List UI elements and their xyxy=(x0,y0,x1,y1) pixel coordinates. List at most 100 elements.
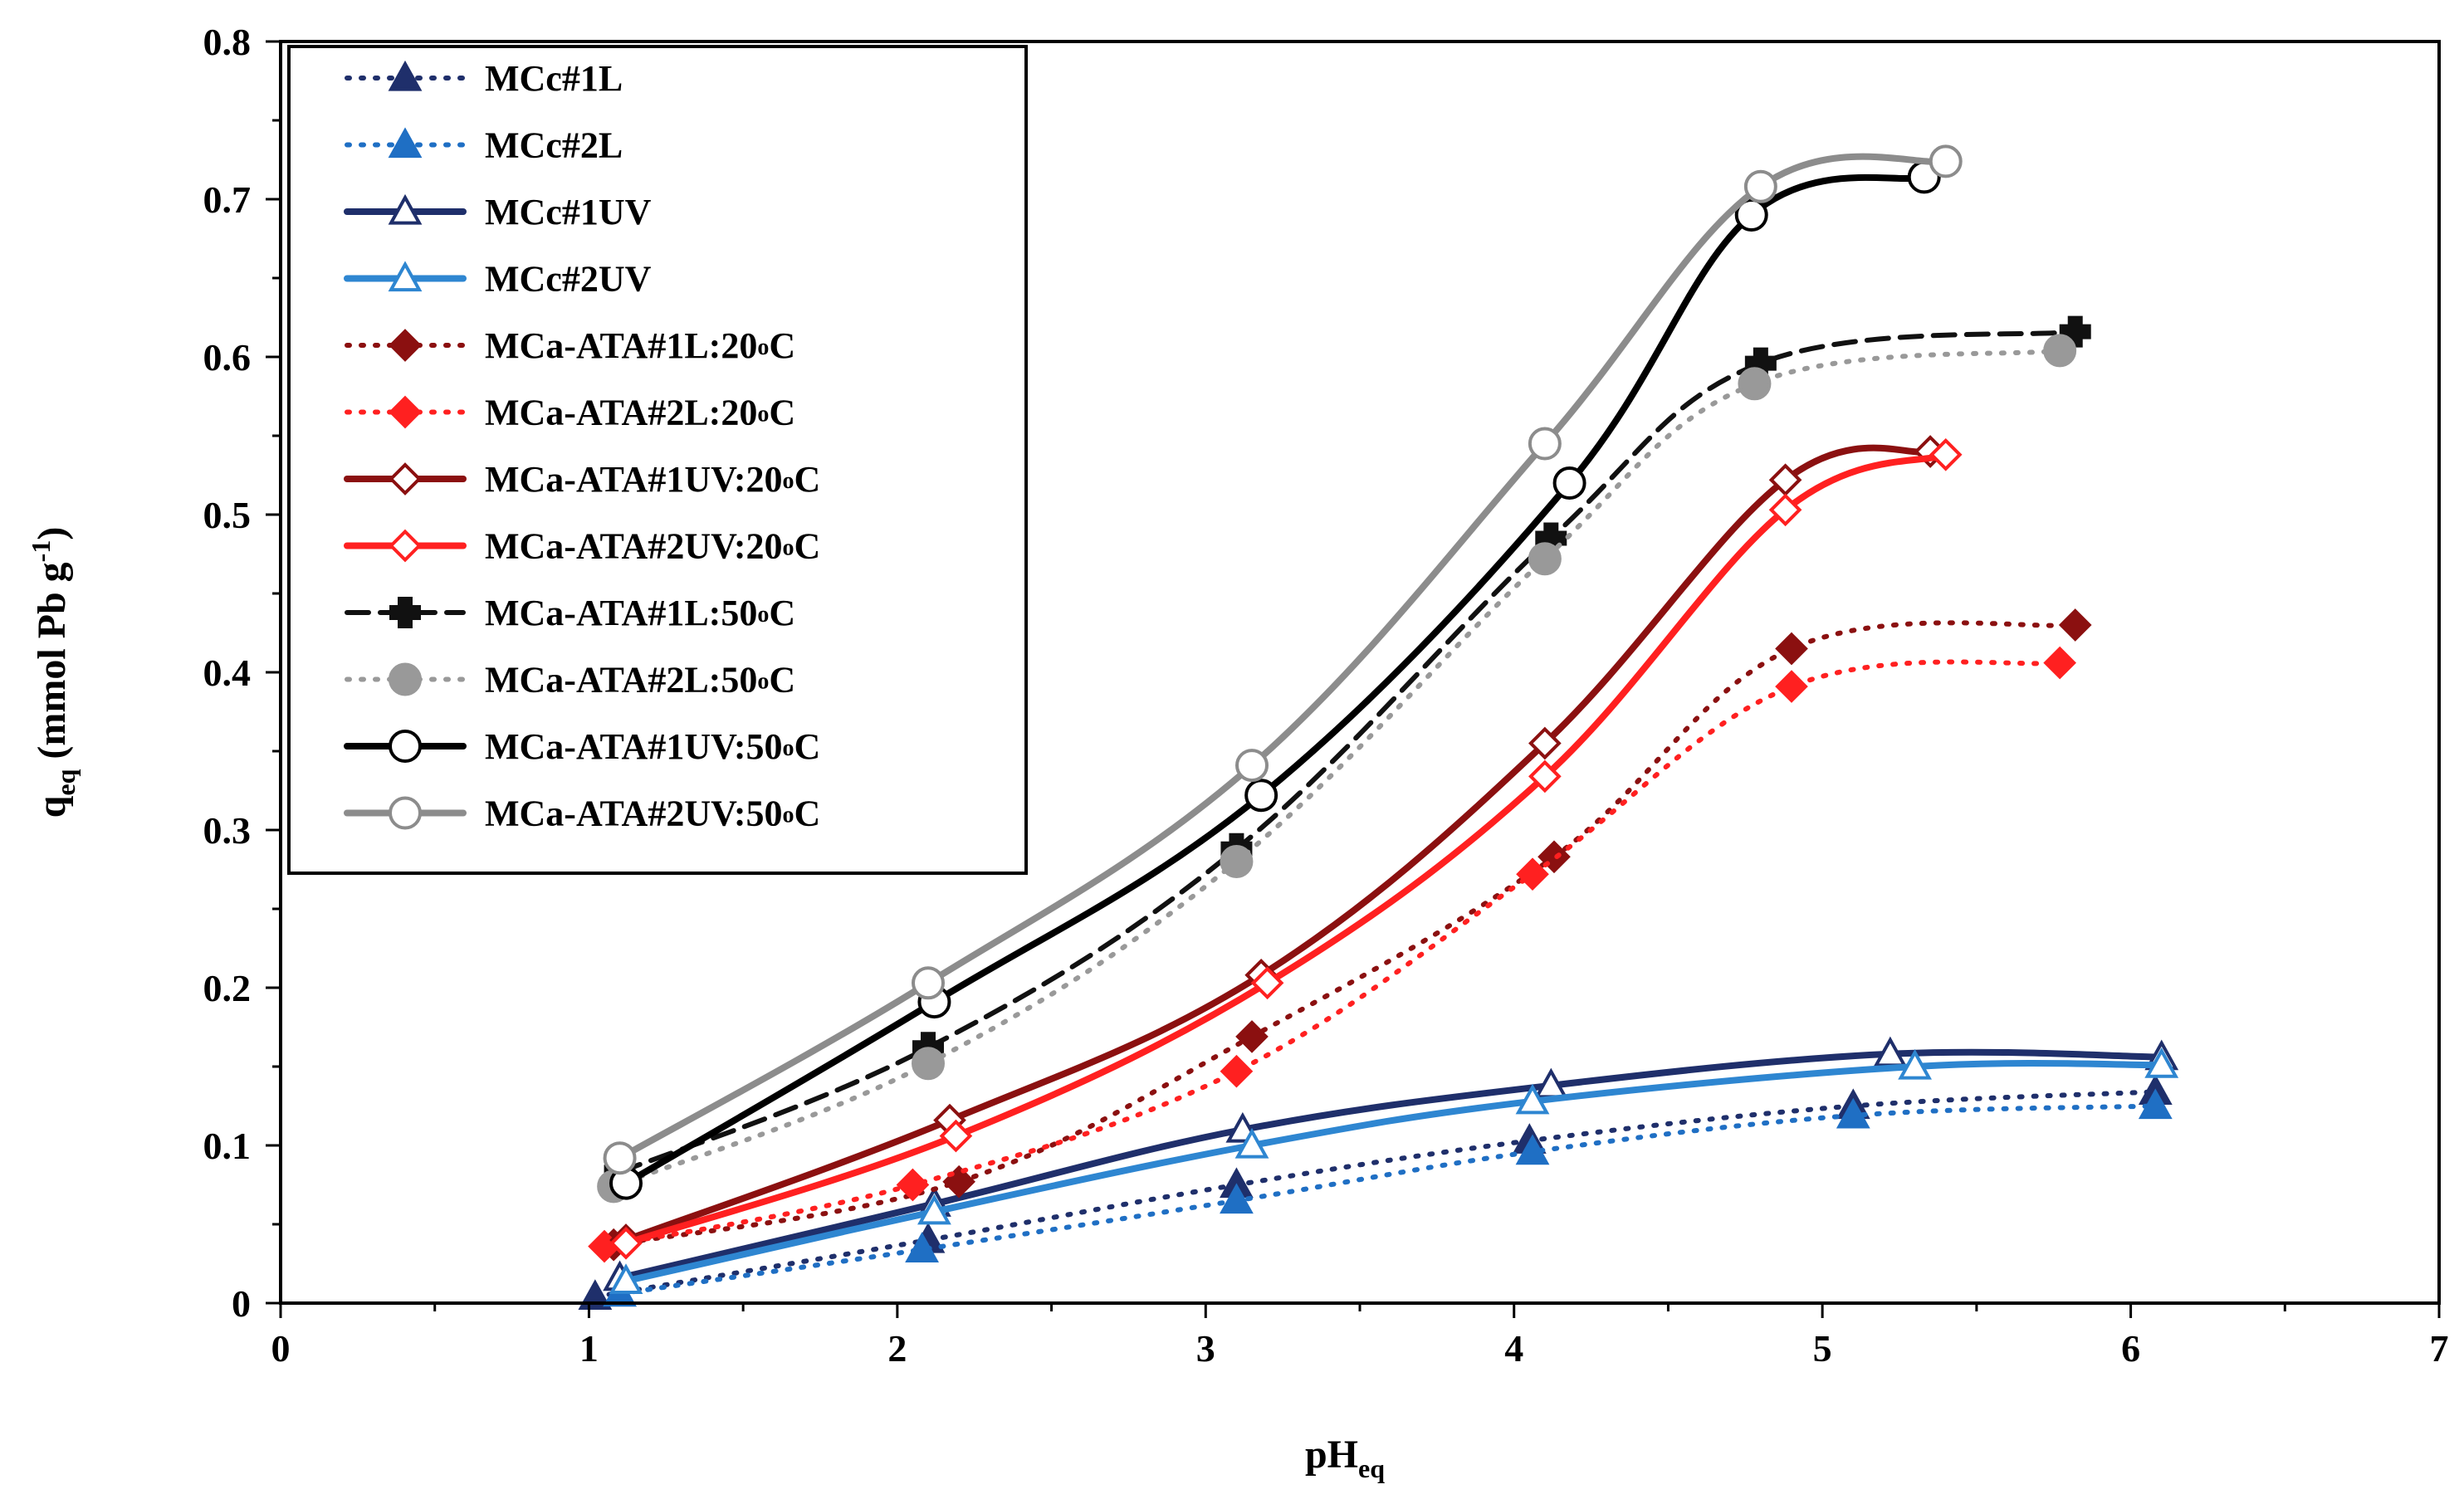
axis-layer: 0 1 2 3 4 5 6 7 0 0.1 0.2 0.3 0.4 0.5 0.6 0.7 0.8 xyxy=(203,21,2449,1370)
legend-label: MCc#1UV xyxy=(485,192,652,232)
legend-item: MCa-ATA#1L:20oC xyxy=(345,325,795,366)
data-point xyxy=(1234,1127,1269,1159)
legend-item: MCa-ATA#1UV:50oC xyxy=(344,726,820,767)
legend-label: MCa-ATA#2L:50oC xyxy=(485,660,795,701)
data-point xyxy=(1768,493,1802,527)
data-point xyxy=(1738,367,1772,401)
data-point xyxy=(1775,670,1808,703)
data-point xyxy=(2043,334,2077,368)
data-point xyxy=(609,1226,643,1260)
series-line xyxy=(611,620,2078,1248)
series-line xyxy=(611,348,2063,1189)
x-tick-label: 1 xyxy=(579,1327,599,1370)
legend-item: MCc#1L xyxy=(345,58,623,99)
legend-label: MCa-ATA#2L:20oC xyxy=(485,393,795,433)
legend-label: MCa-ATA#2UV:20oC xyxy=(485,526,820,567)
data-point xyxy=(1929,144,1963,178)
data-point xyxy=(905,1232,939,1262)
data-point xyxy=(1250,966,1284,1000)
data-point xyxy=(2138,1088,2173,1120)
data-point xyxy=(1775,632,1808,666)
legend-item: MCa-ATA#2L:50oC xyxy=(345,660,795,701)
series-line xyxy=(592,1089,2158,1300)
legend-label: MCa-ATA#2UV:50oC xyxy=(485,793,820,834)
legend-label: MCa-ATA#1L:20oC xyxy=(485,325,795,366)
x-tick-label: 3 xyxy=(1196,1327,1215,1370)
x-tick-label: 7 xyxy=(2430,1327,2449,1370)
data-point xyxy=(1235,1020,1269,1053)
x-tick-label: 0 xyxy=(271,1327,291,1370)
series-8 xyxy=(609,437,1963,1260)
x-tick-label: 2 xyxy=(887,1327,907,1370)
data-point xyxy=(1528,542,1562,576)
data-point xyxy=(1516,857,1549,891)
y-tick-label: 0.5 xyxy=(203,494,252,536)
y-tick-label: 0.7 xyxy=(203,178,252,221)
legend-marker xyxy=(388,127,423,159)
data-point xyxy=(1528,427,1562,461)
data-point xyxy=(603,1141,637,1175)
series-line xyxy=(617,329,2078,1175)
data-point xyxy=(2144,1047,2179,1078)
data-point xyxy=(1244,779,1278,813)
x-tick-label: 4 xyxy=(1504,1327,1523,1370)
legend: MCc#1L MCc#2L MCc#1UV MCc#2UV MCa-ATA#1L:20o… xyxy=(287,45,1028,875)
legend-label: MCa-ATA#1UV:50oC xyxy=(485,726,820,767)
y-tick-label: 0 xyxy=(232,1282,251,1325)
legend-label: MCa-ATA#1L:50oC xyxy=(485,593,795,633)
series-5 xyxy=(597,608,2092,1262)
legend-marker xyxy=(389,730,422,763)
y-tick-label: 0.8 xyxy=(203,21,252,63)
data-point xyxy=(1552,466,1586,500)
legend-label: MCc#1L xyxy=(485,58,623,99)
data-point xyxy=(1220,1183,1254,1214)
data-point xyxy=(2058,608,2092,642)
series-line xyxy=(602,659,2063,1249)
data-point xyxy=(896,1168,930,1202)
legend-marker xyxy=(388,261,423,292)
series-line xyxy=(616,1048,2165,1282)
data-point xyxy=(1220,845,1254,878)
data-point xyxy=(1929,437,1963,471)
data-point xyxy=(1220,1054,1254,1088)
y-tick-label: 0.6 xyxy=(203,336,252,378)
data-point xyxy=(939,1119,973,1153)
legend-marker xyxy=(389,796,422,830)
data-point xyxy=(912,1047,945,1081)
x-axis-title: pHeq xyxy=(1305,1433,1385,1483)
legend-marker xyxy=(389,662,422,696)
legend-label: MCc#2L xyxy=(485,125,623,166)
data-point xyxy=(1528,759,1562,793)
y-tick-label: 0.3 xyxy=(203,809,252,852)
legend-marker xyxy=(389,597,421,628)
data-point xyxy=(609,1263,643,1294)
legend-marker xyxy=(389,462,422,496)
legend-label: MCa-ATA#1UV:20oC xyxy=(485,459,820,500)
data-point xyxy=(1235,749,1269,783)
data-point xyxy=(912,966,945,1000)
data-point xyxy=(1898,1048,1932,1080)
x-tick-label: 5 xyxy=(1813,1327,1832,1370)
legend-item: MCc#2L xyxy=(345,125,623,166)
series-6 xyxy=(588,646,2076,1263)
y-axis-title: qeq (mmol Pb g-1) xyxy=(26,527,81,818)
series-layer xyxy=(578,144,2179,1310)
legend-item: MCa-ATA#1L:50oC xyxy=(345,593,795,633)
y-tick-label: 0.2 xyxy=(203,967,252,1009)
data-point xyxy=(1515,1134,1550,1165)
data-point xyxy=(1528,726,1562,760)
data-point xyxy=(1515,1083,1550,1115)
x-tick-label: 6 xyxy=(2121,1327,2140,1370)
y-tick-label: 0.1 xyxy=(203,1125,252,1167)
legend-item: MCa-ATA#2L:20oC xyxy=(345,393,795,433)
series-12 xyxy=(603,144,1963,1175)
legend-marker xyxy=(389,329,422,362)
legend-label: MCc#2UV xyxy=(485,259,652,300)
series-4 xyxy=(609,1047,2179,1294)
data-point xyxy=(2059,315,2091,348)
data-point xyxy=(1743,169,1777,203)
data-point xyxy=(1836,1097,1870,1129)
legend-marker xyxy=(389,529,422,563)
